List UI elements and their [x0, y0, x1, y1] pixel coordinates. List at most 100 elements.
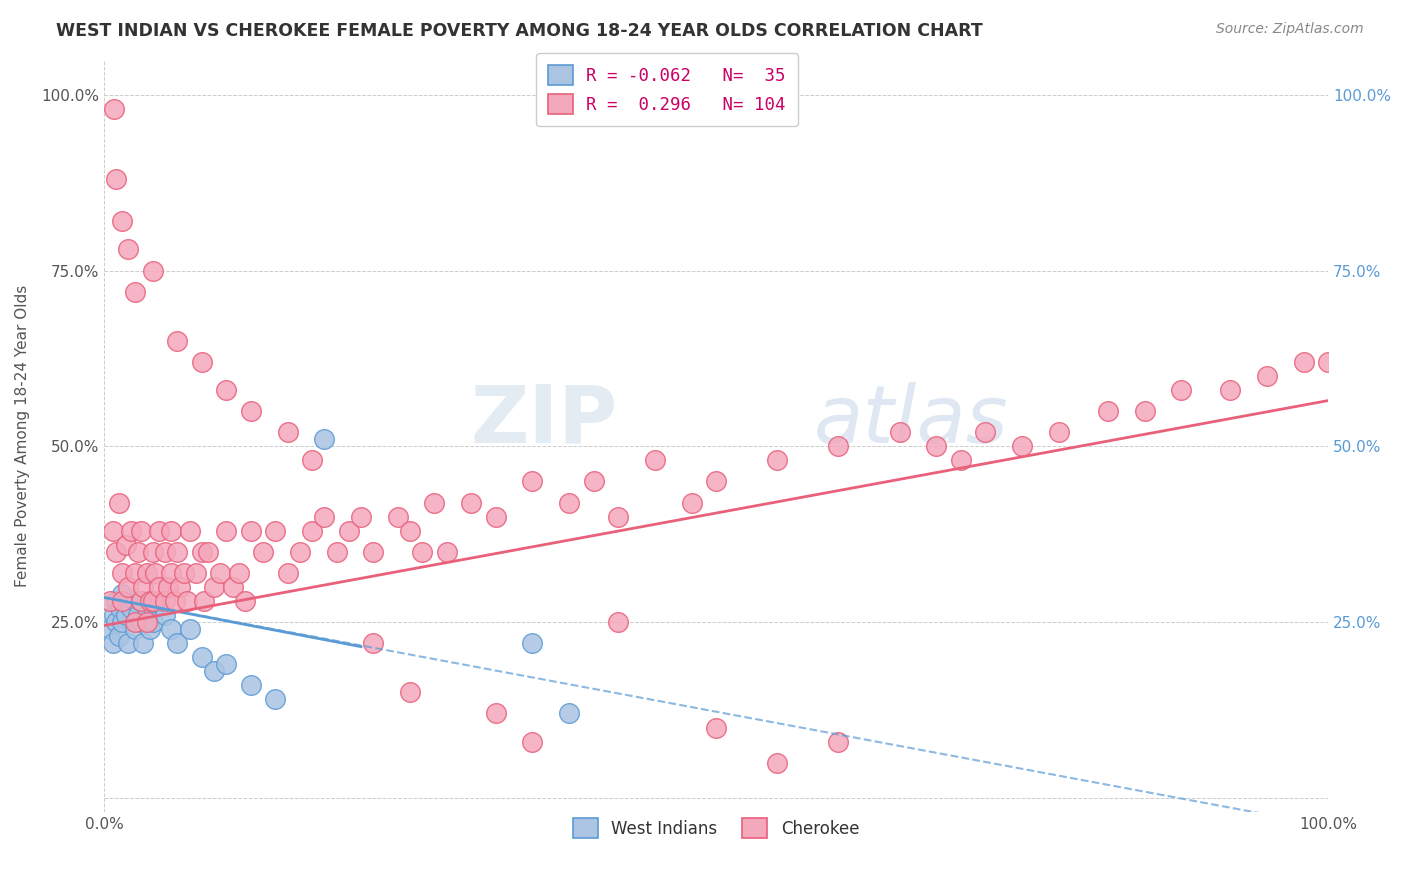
Point: [105, 172, 128, 186]
Point: [582, 475, 605, 489]
Point: [101, 524, 124, 538]
Point: [153, 607, 176, 622]
Point: [166, 636, 188, 650]
Point: [160, 566, 183, 580]
Point: [148, 594, 170, 608]
Point: [115, 538, 138, 552]
Point: [160, 622, 183, 636]
Point: [120, 601, 142, 615]
Point: [132, 580, 155, 594]
Point: [399, 685, 422, 699]
Point: [166, 334, 188, 348]
Point: [129, 594, 152, 608]
Point: [350, 509, 373, 524]
Point: [239, 524, 262, 538]
Point: [314, 432, 336, 446]
Point: [169, 580, 191, 594]
Point: [252, 545, 274, 559]
Point: [107, 495, 129, 509]
Point: [101, 636, 124, 650]
Point: [387, 509, 409, 524]
Point: [411, 545, 433, 559]
Legend: West Indians, Cherokee: West Indians, Cherokee: [567, 811, 866, 845]
Point: [827, 734, 849, 748]
Point: [179, 622, 201, 636]
Point: [233, 594, 256, 608]
Point: [215, 657, 238, 672]
Text: Source: ZipAtlas.com: Source: ZipAtlas.com: [1216, 22, 1364, 37]
Point: [191, 545, 214, 559]
Point: [98, 594, 121, 608]
Point: [142, 263, 165, 277]
Point: [325, 545, 347, 559]
Y-axis label: Female Poverty Among 18-24 Year Olds: Female Poverty Among 18-24 Year Olds: [15, 285, 30, 587]
Point: [827, 439, 849, 453]
Point: [120, 524, 142, 538]
Point: [129, 524, 152, 538]
Point: [127, 545, 149, 559]
Point: [460, 495, 482, 509]
Point: [228, 566, 250, 580]
Point: [889, 425, 911, 440]
Point: [215, 383, 238, 397]
Point: [1047, 425, 1070, 440]
Point: [1256, 369, 1278, 384]
Text: ZIP: ZIP: [471, 382, 619, 459]
Point: [193, 594, 215, 608]
Point: [202, 665, 225, 679]
Point: [139, 594, 162, 608]
Point: [111, 594, 134, 608]
Text: WEST INDIAN VS CHEROKEE FEMALE POVERTY AMONG 18-24 YEAR OLDS CORRELATION CHART: WEST INDIAN VS CHEROKEE FEMALE POVERTY A…: [56, 22, 983, 40]
Point: [215, 524, 238, 538]
Point: [264, 524, 287, 538]
Point: [949, 453, 972, 467]
Point: [173, 566, 195, 580]
Point: [135, 566, 157, 580]
Point: [153, 594, 176, 608]
Point: [142, 594, 165, 608]
Point: [485, 509, 508, 524]
Point: [766, 756, 789, 770]
Point: [108, 601, 131, 615]
Point: [301, 453, 323, 467]
Point: [1219, 383, 1241, 397]
Text: atlas: atlas: [814, 382, 1008, 459]
Point: [124, 566, 146, 580]
Point: [644, 453, 666, 467]
Point: [142, 545, 165, 559]
Point: [202, 580, 225, 594]
Point: [176, 594, 198, 608]
Point: [239, 404, 262, 418]
Point: [129, 615, 152, 629]
Point: [124, 285, 146, 299]
Point: [163, 594, 186, 608]
Point: [135, 615, 157, 629]
Point: [522, 734, 544, 748]
Point: [117, 636, 139, 650]
Point: [111, 587, 134, 601]
Point: [153, 545, 176, 559]
Point: [1011, 439, 1033, 453]
Point: [423, 495, 446, 509]
Point: [197, 545, 219, 559]
Point: [191, 355, 214, 369]
Point: [301, 524, 323, 538]
Point: [124, 622, 146, 636]
Point: [107, 629, 129, 643]
Point: [1292, 355, 1315, 369]
Point: [142, 615, 165, 629]
Point: [156, 580, 179, 594]
Point: [145, 566, 167, 580]
Point: [436, 545, 458, 559]
Point: [115, 607, 138, 622]
Point: [179, 524, 201, 538]
Point: [361, 636, 384, 650]
Point: [111, 615, 134, 629]
Point: [399, 524, 422, 538]
Point: [337, 524, 360, 538]
Point: [111, 566, 134, 580]
Point: [239, 678, 262, 692]
Point: [184, 566, 207, 580]
Point: [124, 594, 146, 608]
Point: [142, 601, 165, 615]
